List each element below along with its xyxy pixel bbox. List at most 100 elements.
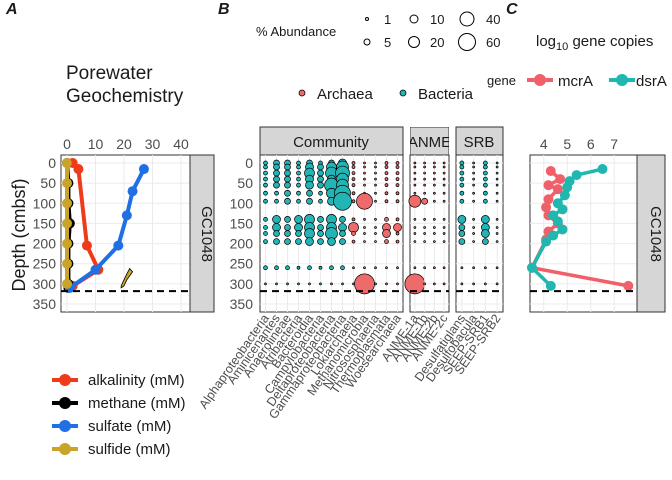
panel-b-y-tick-label: 250 bbox=[230, 256, 254, 272]
abundance-point bbox=[433, 177, 436, 181]
size-legend-marker-5 bbox=[363, 38, 371, 46]
legend-dsra-marker bbox=[616, 74, 628, 86]
abundance-point bbox=[433, 282, 436, 286]
series-mcrA-point bbox=[552, 184, 563, 195]
abundance-point bbox=[384, 177, 389, 181]
abundance-point bbox=[356, 192, 373, 210]
abundance-point bbox=[442, 240, 446, 243]
legend-archaea-marker bbox=[298, 89, 306, 97]
series-dsrA-point bbox=[559, 190, 570, 201]
abundance-point bbox=[263, 190, 268, 196]
abundance-point bbox=[363, 177, 366, 181]
abundance-point bbox=[423, 165, 426, 169]
abundance-point bbox=[374, 183, 377, 187]
legend-bacteria-label: Bacteria bbox=[418, 86, 474, 103]
abundance-point bbox=[363, 232, 366, 235]
series-mcrA-point bbox=[541, 202, 552, 213]
panel-a-plot-area bbox=[60, 154, 191, 313]
panel-b-y-tick-label: 350 bbox=[230, 296, 254, 312]
abundance-point bbox=[318, 198, 323, 204]
legend-mcra-marker bbox=[534, 74, 546, 86]
abundance-point bbox=[363, 165, 366, 169]
abundance-point bbox=[421, 197, 428, 205]
abundance-point bbox=[384, 191, 389, 196]
panel-a-facet-strip bbox=[189, 154, 215, 313]
abundance-point bbox=[481, 229, 490, 238]
abundance-point bbox=[305, 237, 314, 246]
abundance-point bbox=[319, 282, 322, 286]
abundance-point bbox=[317, 216, 324, 223]
panel-a-x-tick-label: 40 bbox=[173, 136, 189, 152]
abundance-point bbox=[306, 197, 313, 205]
abundance-point bbox=[433, 191, 436, 195]
abundance-point bbox=[296, 160, 301, 166]
abundance-point bbox=[442, 171, 446, 175]
abundance-point bbox=[433, 199, 436, 203]
abundance-point bbox=[423, 183, 426, 187]
abundance-point bbox=[483, 190, 488, 196]
series-dsrA-point bbox=[541, 236, 552, 247]
abundance-point bbox=[433, 240, 436, 243]
abundance-point bbox=[263, 217, 268, 222]
abundance-point bbox=[472, 226, 475, 229]
abundance-point bbox=[374, 218, 377, 221]
abundance-point bbox=[351, 165, 356, 169]
panel-c-x-tick-label: 5 bbox=[563, 136, 571, 152]
panel-c-x-tick-label: 4 bbox=[540, 136, 548, 152]
abundance-point bbox=[327, 237, 336, 246]
abundance-point bbox=[307, 265, 312, 271]
series-sulfide-point bbox=[62, 238, 72, 249]
abundance-point bbox=[284, 189, 291, 197]
abundance-point bbox=[472, 282, 475, 286]
abundance-point bbox=[384, 165, 389, 169]
abundance-point bbox=[413, 171, 417, 175]
panel-b-y-tick-label: 200 bbox=[230, 236, 254, 252]
abundance-point bbox=[472, 183, 475, 187]
series-alkalinity-point bbox=[73, 164, 84, 175]
abundance-point bbox=[274, 265, 279, 271]
abundance-point bbox=[495, 165, 499, 169]
panel-a: Porewater Geochemistry Depth (cmbsf) 0 10… bbox=[9, 63, 215, 458]
series-dsrA-point bbox=[597, 164, 608, 175]
abundance-point bbox=[263, 160, 268, 166]
legend-methane-label: methane (mM) bbox=[88, 395, 186, 412]
series-sulfide-point bbox=[62, 198, 72, 209]
abundance-point bbox=[495, 177, 499, 181]
abundance-point bbox=[495, 240, 499, 243]
size-legend-marker-10 bbox=[409, 14, 419, 24]
abundance-point bbox=[433, 232, 436, 235]
abundance-point bbox=[384, 217, 389, 222]
abundance-point bbox=[442, 232, 446, 235]
abundance-point bbox=[330, 282, 333, 286]
size-legend-marker-20 bbox=[408, 36, 420, 48]
abundance-point bbox=[442, 226, 446, 229]
panel-a-facet-label: GC1048 bbox=[198, 206, 215, 262]
abundance-point bbox=[273, 230, 280, 237]
abundance-point bbox=[393, 223, 402, 232]
legend-bacteria-marker bbox=[399, 89, 407, 97]
series-dsrA-point bbox=[548, 230, 559, 241]
abundance-point bbox=[495, 282, 499, 286]
panel-a-y-tick-label: 250 bbox=[33, 256, 57, 272]
abundance-point bbox=[363, 183, 366, 187]
series-dsrA-point bbox=[557, 224, 568, 235]
series-mcrA-point bbox=[555, 174, 566, 185]
series-sulfate-point bbox=[121, 210, 132, 221]
series-dsrA-point bbox=[557, 204, 568, 215]
abundance-point bbox=[384, 199, 389, 204]
abundance-point bbox=[442, 199, 446, 203]
facet-strip-community bbox=[259, 126, 404, 156]
abundance-point bbox=[284, 169, 291, 177]
abundance-point bbox=[442, 177, 446, 181]
panel-c-facet-strip bbox=[636, 154, 666, 313]
abundance-point bbox=[483, 170, 488, 176]
size-legend-label-5: 5 bbox=[384, 35, 391, 50]
abundance-point bbox=[296, 176, 301, 182]
abundance-point bbox=[395, 161, 400, 165]
abundance-point bbox=[423, 171, 426, 175]
panel-a-x-tick-label: 0 bbox=[63, 136, 71, 152]
abundance-point bbox=[396, 266, 399, 270]
abundance-point bbox=[351, 183, 356, 188]
abundance-point bbox=[495, 199, 499, 203]
